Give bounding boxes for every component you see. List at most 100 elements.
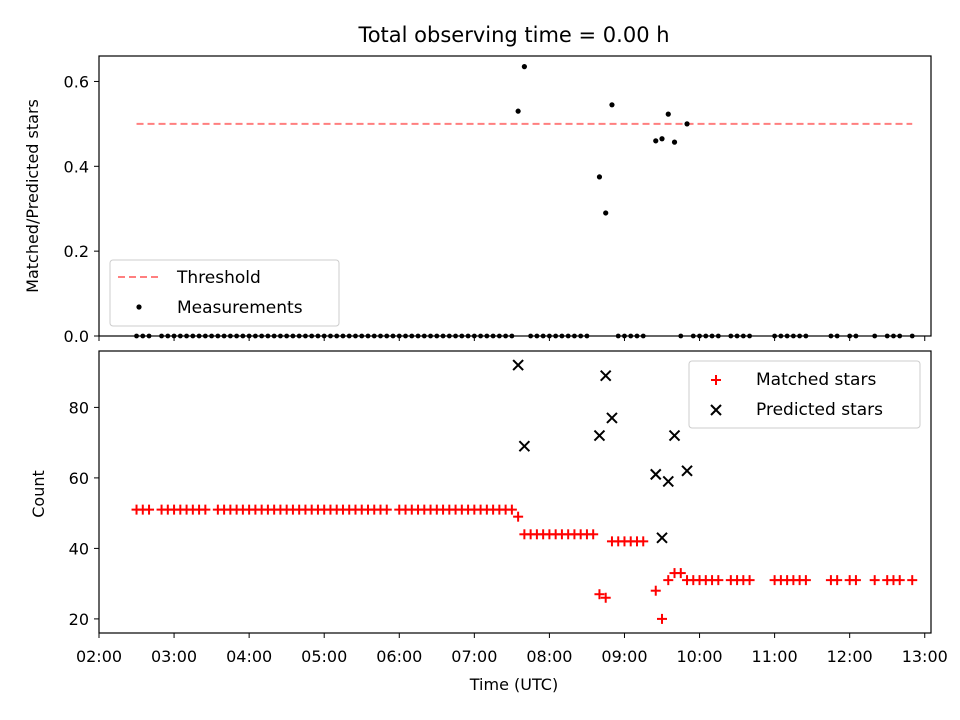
matched-star-point xyxy=(657,613,668,624)
count-y-tick-label: 60 xyxy=(69,469,89,488)
measurement-point xyxy=(303,333,308,339)
measurement-point xyxy=(378,333,383,339)
measurement-point xyxy=(190,333,196,339)
measurement-point xyxy=(415,333,421,339)
measurement-point xyxy=(209,333,215,339)
matched-legend-label: Matched stars xyxy=(756,370,876,390)
measurement-point xyxy=(309,333,315,339)
count-x-tick-label: 13:00 xyxy=(902,647,948,666)
measurement-point xyxy=(490,333,496,339)
measurement-point xyxy=(278,333,283,339)
measurement-point xyxy=(159,333,164,339)
measurement-point xyxy=(227,333,233,339)
count-plot-area xyxy=(98,350,932,634)
ratio-x-ticks xyxy=(98,336,926,341)
ratio-y-ticks: 0.0 0.2 0.4 0.6 xyxy=(64,72,99,346)
measurement-point xyxy=(665,111,671,117)
ratio-y-tick-label: 0.6 xyxy=(64,72,89,91)
matched-star-point xyxy=(800,575,811,586)
matched-star-point xyxy=(600,592,611,603)
ratio-y-tick-label: 0.2 xyxy=(64,242,89,261)
measurement-point xyxy=(202,333,208,339)
measurements-legend-label: Measurements xyxy=(177,298,303,318)
measurement-point xyxy=(184,333,189,339)
matched-star-point xyxy=(594,589,605,600)
count-x-tick-label: 02:00 xyxy=(76,647,122,666)
measurement-point xyxy=(740,333,746,339)
matched-star-point xyxy=(513,511,524,522)
matched-star-point xyxy=(907,575,918,586)
measurement-point xyxy=(715,333,721,339)
measurement-point xyxy=(790,333,796,339)
matched-star-point xyxy=(200,504,211,515)
count-legend-box xyxy=(688,360,921,429)
measurement-point xyxy=(478,333,483,339)
count-y-tick-label: 80 xyxy=(69,398,89,417)
count-x-tick-label: 05:00 xyxy=(301,647,347,666)
threshold-legend-label: Threshold xyxy=(176,268,261,288)
predicted-star-point xyxy=(518,440,531,452)
measurement-point xyxy=(359,333,365,339)
ratio-y-axis-label: Matched/Predicted stars xyxy=(23,99,42,293)
measurement-point xyxy=(440,333,446,339)
measurement-point xyxy=(540,333,546,339)
measurement-point xyxy=(891,333,896,339)
measurement-point xyxy=(459,333,465,339)
measurement-point xyxy=(240,333,246,339)
measurement-point xyxy=(690,333,696,339)
predicted-star-point xyxy=(606,412,618,424)
measurement-point xyxy=(346,333,352,339)
measurement-point xyxy=(828,333,834,339)
predicted-legend-swatch xyxy=(710,404,722,416)
measurement-point xyxy=(421,333,427,339)
measurement-point xyxy=(728,333,734,339)
measurement-point xyxy=(678,333,684,339)
predicted-star-point xyxy=(662,475,674,488)
x-axis-label: Time (UTC) xyxy=(469,675,558,694)
ratio-legend-box xyxy=(109,259,340,327)
predicted-star-point xyxy=(593,429,606,442)
measurement-point xyxy=(284,333,290,339)
predicted-legend-label: Predicted stars xyxy=(756,400,883,420)
measurement-point xyxy=(271,333,277,339)
measurement-point xyxy=(384,333,390,339)
count-y-tick-label: 40 xyxy=(69,539,89,558)
measurement-point xyxy=(703,333,709,339)
matched-star-point xyxy=(650,585,661,596)
measurement-point xyxy=(453,333,458,339)
measurement-point xyxy=(428,333,433,339)
measurement-point xyxy=(146,333,152,339)
matched-star-point xyxy=(713,575,724,586)
matched-star-point xyxy=(832,575,843,586)
measurement-point xyxy=(509,333,515,339)
measurement-point xyxy=(596,174,603,180)
count-x-tick-label: 12:00 xyxy=(827,647,873,666)
measurement-point xyxy=(328,333,333,339)
predicted-star-point xyxy=(668,429,681,442)
measurement-point xyxy=(334,333,340,339)
chart-title: Total observing time = 0.00 h xyxy=(357,23,669,47)
measurement-point xyxy=(296,333,302,339)
count-x-tick-label: 07:00 xyxy=(451,647,497,666)
measurement-point xyxy=(559,333,565,339)
measurement-point xyxy=(534,333,540,339)
measurement-point xyxy=(803,333,809,339)
count-x-tick-label: 11:00 xyxy=(752,647,798,666)
measurement-point xyxy=(409,333,415,339)
measurements-legend-swatch xyxy=(136,304,142,310)
measurement-point xyxy=(628,333,634,339)
count-x-tick-label: 10:00 xyxy=(676,647,722,666)
matched-star-point xyxy=(744,575,755,586)
measurement-point xyxy=(897,333,903,339)
matched-star-point xyxy=(850,575,861,586)
count-x-tick-label: 09:00 xyxy=(601,647,647,666)
measurement-point xyxy=(734,333,740,339)
measurement-point xyxy=(671,139,678,145)
measurement-point xyxy=(797,333,803,339)
measurement-point xyxy=(290,333,296,339)
matched-star-point xyxy=(506,504,517,515)
measurement-point xyxy=(709,333,715,339)
matched-star-point xyxy=(869,575,880,586)
